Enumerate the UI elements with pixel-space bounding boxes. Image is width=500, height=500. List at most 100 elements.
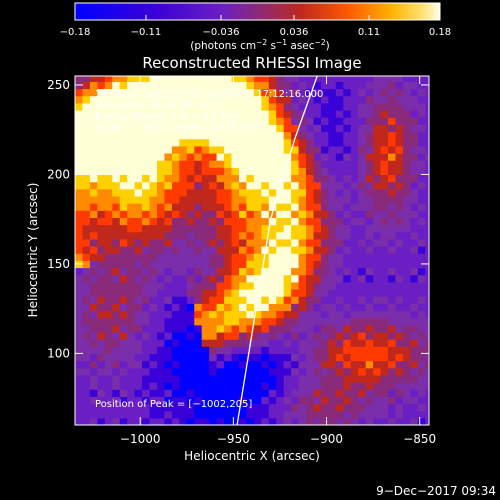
- heatmap-cell: [134, 203, 143, 211]
- heatmap-cell: [142, 174, 151, 183]
- heatmap-cell: [425, 367, 429, 376]
- heatmap-cell: [104, 417, 113, 425]
- heatmap-cell: [402, 396, 411, 405]
- heatmap-cell: [320, 217, 329, 226]
- heatmap-cell: [268, 88, 277, 97]
- heatmap-cell: [380, 117, 389, 125]
- heatmap-cell: [194, 382, 203, 390]
- heatmap-cell: [75, 360, 84, 369]
- heatmap-cell: [186, 181, 195, 190]
- heatmap-cell: [89, 389, 98, 397]
- heatmap-cell: [276, 317, 285, 326]
- heatmap-cell: [238, 310, 248, 319]
- heatmap-cell: [127, 145, 136, 154]
- heatmap-cell: [142, 267, 151, 276]
- heatmap-cell: [388, 360, 397, 369]
- heatmap-cell: [350, 76, 359, 82]
- x-axis-label: Heliocentric X (arcsec): [184, 449, 320, 463]
- heatmap-cell: [179, 95, 188, 104]
- heatmap-cell: [134, 317, 143, 326]
- heatmap-cell: [373, 224, 382, 233]
- heatmap-cell: [373, 360, 382, 369]
- heatmap-cell: [306, 339, 315, 347]
- heatmap-cell: [82, 339, 91, 347]
- heatmap-cell: [343, 260, 352, 269]
- heatmap-cell: [388, 396, 397, 405]
- heatmap-cell: [149, 353, 158, 362]
- heatmap-cell: [82, 389, 91, 397]
- heatmap-cell: [395, 296, 404, 304]
- heatmap-cell: [306, 124, 315, 133]
- heatmap-cell: [268, 331, 277, 340]
- heatmap-cell: [186, 367, 195, 376]
- heatmap-cell: [171, 417, 180, 425]
- heatmap-cell: [410, 281, 419, 290]
- heatmap-cell: [268, 324, 277, 333]
- heatmap-cell: [216, 267, 225, 276]
- heatmap-cell: [238, 145, 248, 154]
- heatmap-cell: [156, 360, 166, 369]
- heatmap-cell: [343, 403, 352, 412]
- heatmap-cell: [127, 346, 136, 355]
- heatmap-cell: [164, 296, 173, 304]
- heatmap-cell: [283, 389, 292, 397]
- heatmap-cell: [104, 76, 113, 82]
- heatmap-cell: [75, 110, 84, 118]
- heatmap-cell: [425, 339, 429, 347]
- heatmap-cell: [171, 203, 180, 211]
- heatmap-cell: [127, 160, 136, 168]
- heatmap-cell: [373, 203, 382, 211]
- heatmap-cell: [97, 167, 106, 176]
- heatmap-cell: [171, 110, 180, 118]
- heatmap-cell: [119, 303, 128, 312]
- heatmap-cell: [343, 203, 352, 211]
- heatmap-cell: [253, 145, 262, 154]
- heatmap-cell: [350, 260, 359, 269]
- heatmap-cell: [291, 181, 300, 190]
- heatmap-cell: [328, 367, 337, 376]
- heatmap-cell: [156, 353, 166, 362]
- heatmap-cell: [97, 160, 106, 168]
- heatmap-cell: [179, 224, 188, 233]
- heatmap-cell: [358, 138, 367, 147]
- heatmap-cell: [388, 353, 397, 362]
- heatmap-cell: [179, 117, 188, 125]
- heatmap-cell: [216, 145, 225, 154]
- heatmap-cell: [313, 382, 322, 390]
- heatmap-cell: [75, 217, 84, 226]
- heatmap-cell: [224, 246, 233, 254]
- heatmap-cell: [156, 367, 166, 376]
- x-tick-label: −1000: [120, 432, 161, 446]
- heatmap-cell: [261, 281, 270, 290]
- heatmap-cell: [335, 138, 344, 147]
- heatmap-cell: [134, 76, 143, 82]
- heatmap-cell: [194, 188, 203, 197]
- heatmap-cell: [373, 231, 382, 240]
- heatmap-cell: [298, 160, 307, 168]
- heatmap-cell: [343, 410, 352, 419]
- heatmap-cell: [104, 138, 113, 147]
- heatmap-cell: [75, 339, 84, 347]
- heatmap-cell: [186, 210, 195, 218]
- heatmap-cell: [276, 346, 285, 355]
- heatmap-cell: [194, 88, 203, 97]
- heatmap-cell: [82, 310, 91, 319]
- heatmap-cell: [209, 339, 218, 347]
- heatmap-cell: [142, 95, 151, 104]
- heatmap-cell: [313, 296, 322, 304]
- heatmap-cell: [224, 238, 233, 247]
- heatmap-cell: [320, 274, 329, 283]
- heatmap-cell: [112, 131, 121, 140]
- heatmap-cell: [89, 138, 98, 147]
- heatmap-cell: [328, 382, 337, 390]
- heatmap-cell: [156, 217, 166, 226]
- heatmap-cell: [201, 203, 210, 211]
- heatmap-cell: [104, 267, 113, 276]
- heatmap-cell: [253, 288, 262, 297]
- heatmap-cell: [253, 260, 262, 269]
- heatmap-cell: [313, 331, 322, 340]
- heatmap-cell: [388, 410, 397, 419]
- heatmap-cell: [164, 310, 173, 319]
- heatmap-cell: [112, 167, 121, 176]
- heatmap-cell: [410, 138, 419, 147]
